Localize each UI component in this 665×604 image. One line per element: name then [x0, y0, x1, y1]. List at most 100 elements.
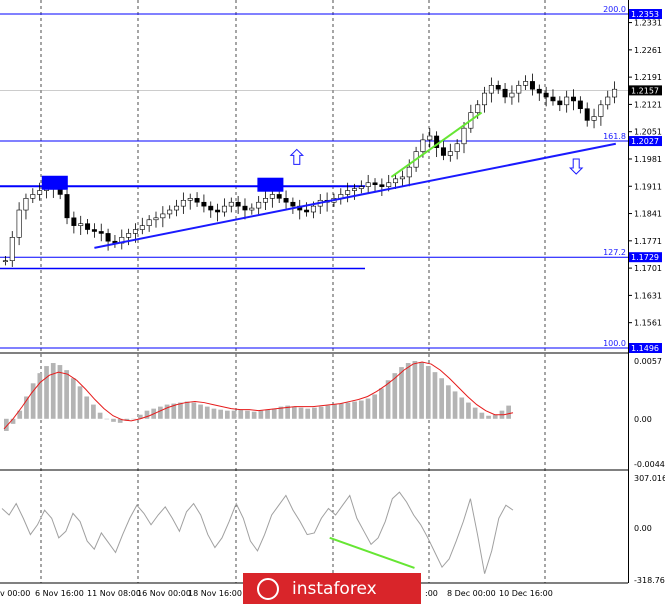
macd-histogram-bar: [358, 400, 364, 419]
macd-histogram-bar: [231, 410, 237, 419]
macd-histogram-bar: [278, 406, 284, 419]
candle-body: [577, 100, 583, 110]
macd-tick-label: 0.0057: [634, 357, 662, 366]
candle-body: [536, 88, 542, 94]
candle-body: [37, 190, 43, 195]
macd-histogram-bar: [385, 380, 391, 419]
macd-histogram-bar: [30, 383, 36, 419]
macd-histogram-bar: [432, 372, 438, 419]
price-label-box: [629, 136, 662, 147]
candle-body: [276, 194, 282, 199]
macd-histogram-bar: [285, 405, 290, 419]
candle-body: [153, 217, 159, 221]
candle-body: [550, 96, 556, 102]
price-label-box: [629, 343, 662, 353]
candle-body: [201, 201, 207, 207]
macd-histogram-bar: [479, 412, 485, 419]
macd-tick-label: 0.00: [634, 415, 652, 424]
macd-histogram-bar: [10, 418, 16, 424]
candle-body: [64, 194, 70, 219]
macd-histogram-bar: [37, 373, 43, 419]
macd-histogram-bar: [258, 410, 264, 419]
price-tick-label: 1.1841: [634, 210, 662, 219]
candle-body: [440, 147, 446, 156]
candle-body: [598, 104, 604, 117]
arrow-up-icon: [289, 148, 305, 165]
candle-body: [180, 199, 186, 207]
candle-body: [564, 96, 570, 106]
cci-line: [1, 491, 514, 574]
macd-histogram-bar: [392, 373, 398, 419]
candle-body: [612, 88, 618, 98]
candle-body: [263, 198, 269, 203]
macd-histogram-bar: [178, 402, 183, 419]
time-tick-label: 8 Dec 00:00: [447, 589, 496, 598]
candle-body: [242, 205, 248, 211]
candle-body: [543, 92, 549, 98]
candle-body: [78, 223, 84, 226]
macd-histogram-bar: [17, 410, 23, 419]
divergence-line: [390, 111, 483, 178]
macd-histogram-bar: [486, 415, 491, 419]
price-tick-label: 1.1771: [634, 237, 662, 246]
cci-panel: [1, 491, 514, 574]
candle-body: [146, 219, 152, 226]
macd-histogram-bar: [405, 363, 411, 419]
watermark-text: instaforex: [292, 579, 377, 599]
candle-body: [461, 127, 467, 145]
candle-body: [221, 205, 227, 213]
candle-body: [23, 198, 29, 211]
candle-body: [132, 229, 138, 234]
candle-body: [591, 116, 597, 121]
macd-histogram-bar: [472, 407, 478, 419]
macd-histogram-bar: [91, 404, 96, 419]
price-tick-label: 1.1981: [634, 155, 662, 164]
macd-histogram-bar: [245, 410, 250, 419]
macd-histogram-bar: [399, 367, 404, 419]
price-tick-label: 1.1701: [634, 264, 662, 273]
candle-body: [502, 88, 508, 98]
macd-histogram-bar: [97, 412, 103, 419]
macd-histogram-bar: [84, 396, 90, 419]
candle-body: [379, 184, 385, 187]
candle-body: [475, 104, 481, 113]
marker-box: [257, 177, 284, 192]
candle-body: [406, 166, 412, 178]
price-tick-label: 1.2261: [634, 46, 662, 55]
candle-body: [105, 233, 111, 242]
macd-histogram-bar: [44, 366, 49, 419]
macd-histogram-bar: [131, 418, 136, 420]
candle-body: [372, 182, 378, 186]
macd-histogram-bar: [184, 401, 190, 419]
macd-histogram-bar: [466, 402, 471, 419]
price-label-box: [629, 9, 662, 19]
price-label-box: [629, 252, 662, 263]
macd-histogram-bar: [144, 410, 150, 419]
macd-histogram-bar: [225, 410, 230, 419]
macd-histogram-bar: [218, 409, 224, 419]
price-tick-label: 1.1631: [634, 291, 662, 300]
watermark-logo-icon: [257, 578, 279, 600]
macd-histogram-bar: [291, 406, 297, 419]
candle-body: [167, 209, 173, 215]
candle-body: [187, 198, 193, 201]
candle-body: [71, 217, 77, 226]
candle-body: [427, 135, 433, 141]
candle-body: [529, 81, 535, 90]
time-tick-label: 10 Dec 16:00: [499, 589, 553, 598]
time-tick-label: 6 Nov 16:00: [35, 589, 84, 598]
candle-body: [249, 207, 255, 211]
candle-body: [160, 213, 166, 219]
candle-body: [16, 209, 22, 238]
price-label-value: 1.2353: [631, 10, 659, 19]
macd-histogram-bar: [64, 370, 69, 419]
watermark: instaforex: [243, 573, 421, 604]
macd-histogram-bar: [332, 404, 337, 419]
macd-histogram-bar: [204, 406, 210, 419]
macd-histogram-bar: [124, 418, 130, 421]
macd-histogram-bar: [506, 405, 511, 419]
candle-body: [399, 176, 405, 180]
macd-histogram-bar: [352, 401, 357, 419]
price-tick-label: 1.2051: [634, 128, 662, 137]
macd-histogram-bar: [298, 407, 304, 419]
